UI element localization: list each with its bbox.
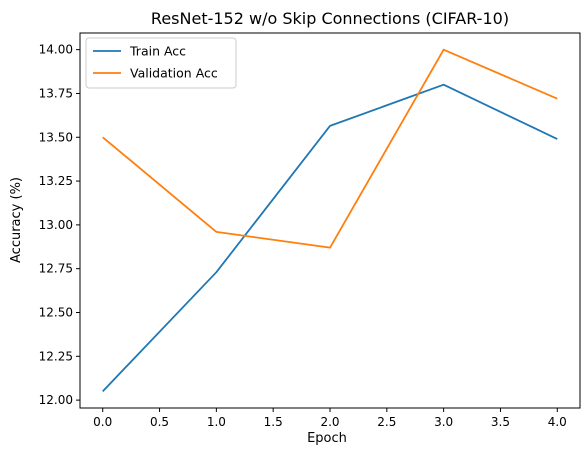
y-tick-label: 13.25	[39, 174, 73, 188]
y-tick-label: 12.00	[39, 393, 73, 407]
y-tick-label: 13.75	[39, 86, 73, 100]
legend-label-train-acc: Train Acc	[129, 44, 186, 59]
legend: Train Acc Validation Acc	[85, 37, 237, 89]
y-tick-label: 14.00	[39, 43, 73, 57]
y-axis-label: Accuracy (%)	[9, 177, 24, 263]
x-tick-label: 0.5	[150, 415, 169, 429]
y-tick-label: 13.00	[39, 218, 73, 232]
x-tick-label: 2.5	[377, 415, 396, 429]
y-tick-label: 12.25	[39, 349, 73, 363]
x-tick-label: 3.5	[491, 415, 510, 429]
x-axis-label: Epoch	[307, 431, 347, 446]
legend-label-validation-acc: Validation Acc	[130, 66, 218, 81]
x-tick-label: 1.5	[264, 415, 283, 429]
x-tick-label: 0.0	[93, 415, 112, 429]
x-tick-label: 4.0	[548, 415, 567, 429]
y-tick-label: 13.50	[39, 130, 73, 144]
legend-box	[85, 37, 237, 89]
x-axis-ticks: 0.0 0.5 1.0 1.5 2.0 2.5 3.0 3.5 4.0	[93, 408, 567, 429]
y-axis-ticks: 12.00 12.25 12.50 12.75 13.00 13.25 13.50 13.75…	[39, 43, 80, 407]
series-line-validation-acc	[102, 48, 558, 249]
plot-area-frame	[79, 32, 581, 409]
y-tick-label: 12.50	[39, 305, 73, 319]
x-tick-label: 1.0	[207, 415, 226, 429]
x-tick-label: 3.0	[434, 415, 453, 429]
chart-title: ResNet-152 w/o Skip Connections (CIFAR-1…	[151, 9, 509, 28]
series-layer	[102, 48, 558, 392]
y-tick-label: 12.75	[39, 262, 73, 276]
series-line-train-acc	[102, 83, 558, 392]
x-tick-label: 2.0	[320, 415, 339, 429]
